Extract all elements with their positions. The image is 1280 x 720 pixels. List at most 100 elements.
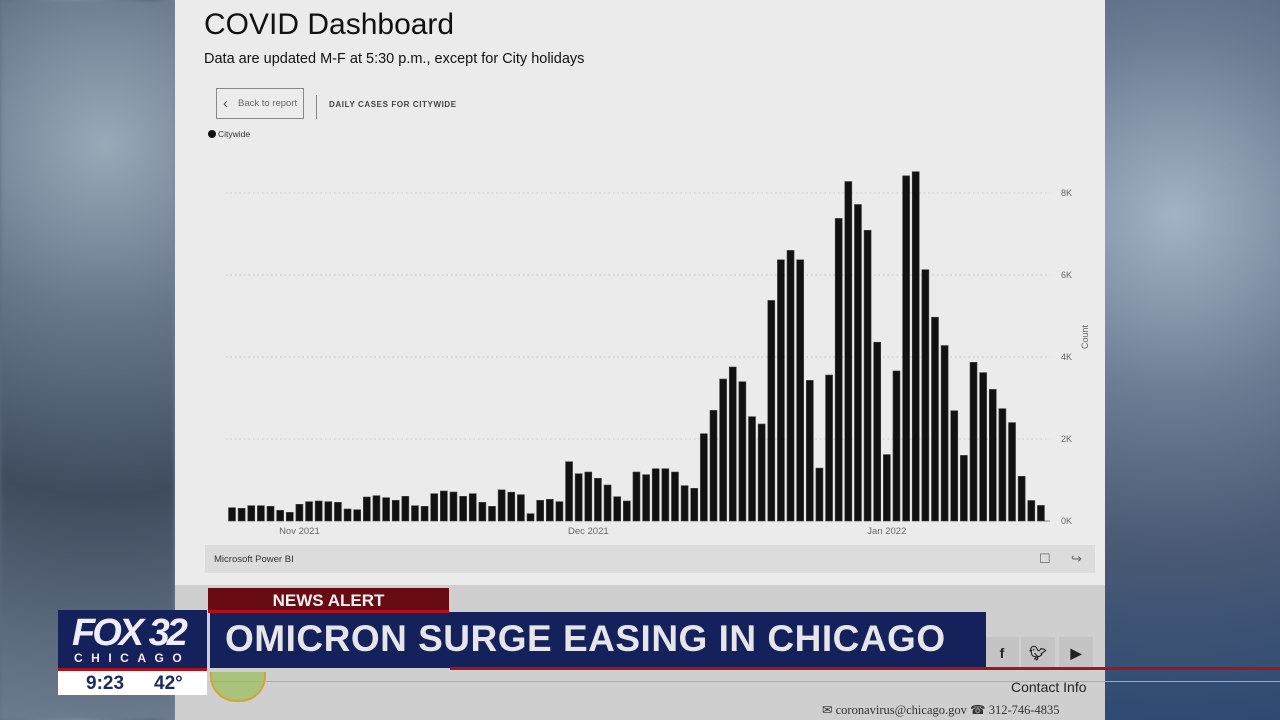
headline-banner: OMICRON SURGE EASING IN CHICAGO [210,612,986,668]
bar [902,175,910,522]
bar [545,499,554,522]
bar [805,380,814,522]
bar [834,218,843,522]
bar [642,474,650,522]
visual-title: DAILY CASES FOR CITYWIDE [329,100,457,109]
blurred-background-left [0,0,175,720]
open-in-new-icon[interactable]: ☐ [1039,551,1051,566]
station-red-stripe [58,668,207,671]
bar [786,250,795,522]
facebook-icon[interactable]: f [985,637,1019,669]
bar [266,506,275,522]
bar [969,362,978,522]
page-subtitle: Data are updated M-F at 5:30 p.m., excep… [204,51,585,67]
bar [449,491,458,522]
bar [305,501,313,522]
blurred-background-right [1105,0,1280,720]
x-tick-label: Jan 2022 [867,526,906,537]
bar [979,372,987,522]
powerbi-brand: Microsoft Power BI [214,554,294,565]
bar [228,507,236,522]
bar [931,316,939,522]
bar [748,416,756,522]
chart-legend[interactable]: Citywide [208,129,250,139]
bar [911,171,920,522]
bar [690,488,699,522]
bar [574,473,583,522]
clock: 9:23 [86,673,125,694]
y-tick-label: 0K [1061,516,1072,526]
x-tick-label: Nov 2021 [279,526,320,537]
bar [343,508,352,522]
bar [757,423,766,522]
bar [507,491,516,522]
bar [1008,422,1016,522]
bar [815,467,824,522]
envelope-icon: ✉ [822,703,833,717]
station-bug: FOX 32 CHICAGO 9:23 42° [58,610,207,695]
news-alert-label: NEWS ALERT [208,588,449,613]
bar [314,500,323,522]
bar [497,489,506,522]
bar [623,500,631,522]
bar [825,374,833,522]
bar [892,370,901,522]
bar [353,509,361,522]
bar [719,378,727,522]
bar [401,496,410,522]
back-to-report-button[interactable]: ‹ Back to report [216,88,304,119]
bar [844,181,853,522]
bar [863,230,872,522]
bar [709,410,718,522]
legend-marker-icon [208,130,216,138]
bar [998,408,1007,522]
twitter-icon[interactable]: 🐦︎ [1021,637,1055,669]
youtube-icon[interactable]: ▶ [1059,637,1093,669]
powerbi-footer: Microsoft Power BI ☐ ↪ [205,545,1095,573]
bar [257,505,265,522]
bar [632,471,641,522]
powerbi-report: COVID Dashboard Data are updated M-F at … [175,0,1105,585]
bar [651,468,660,522]
bar [478,502,487,522]
bar [555,501,564,522]
bar [988,389,997,522]
chevron-left-icon: ‹ [223,95,228,112]
bar [613,496,622,522]
contact-email[interactable]: coronavirus@chicago.gov [835,703,967,717]
y-tick-label: 2K [1061,434,1072,444]
temperature: 42° [154,673,183,694]
back-to-report-label: Back to report [238,98,298,109]
bar [940,345,949,522]
bar [276,510,284,522]
bar [488,506,496,522]
bar [420,506,429,522]
bar [603,484,612,522]
contact-phone[interactable]: 312-746-4835 [988,703,1060,717]
bar [565,461,573,522]
bar [594,478,602,522]
bar [334,502,342,522]
bar [661,468,670,522]
bar [468,493,477,522]
contact-info-title: Contact Info [1011,679,1087,695]
share-icon[interactable]: ↪ [1071,551,1082,566]
bar [584,471,593,522]
bar [440,490,448,522]
y-tick-label: 6K [1061,270,1072,280]
y-tick-label: 4K [1061,352,1072,362]
legend-label: Citywide [218,129,251,139]
bar [680,485,689,522]
divider [316,95,317,119]
bar [777,259,785,522]
bar [536,500,544,522]
banner-red-line [450,667,1280,670]
bar [295,504,304,522]
bar [237,508,246,522]
bar [700,433,708,522]
bar [796,259,804,522]
bar [728,366,737,522]
bar [767,300,776,522]
bar [430,493,439,522]
